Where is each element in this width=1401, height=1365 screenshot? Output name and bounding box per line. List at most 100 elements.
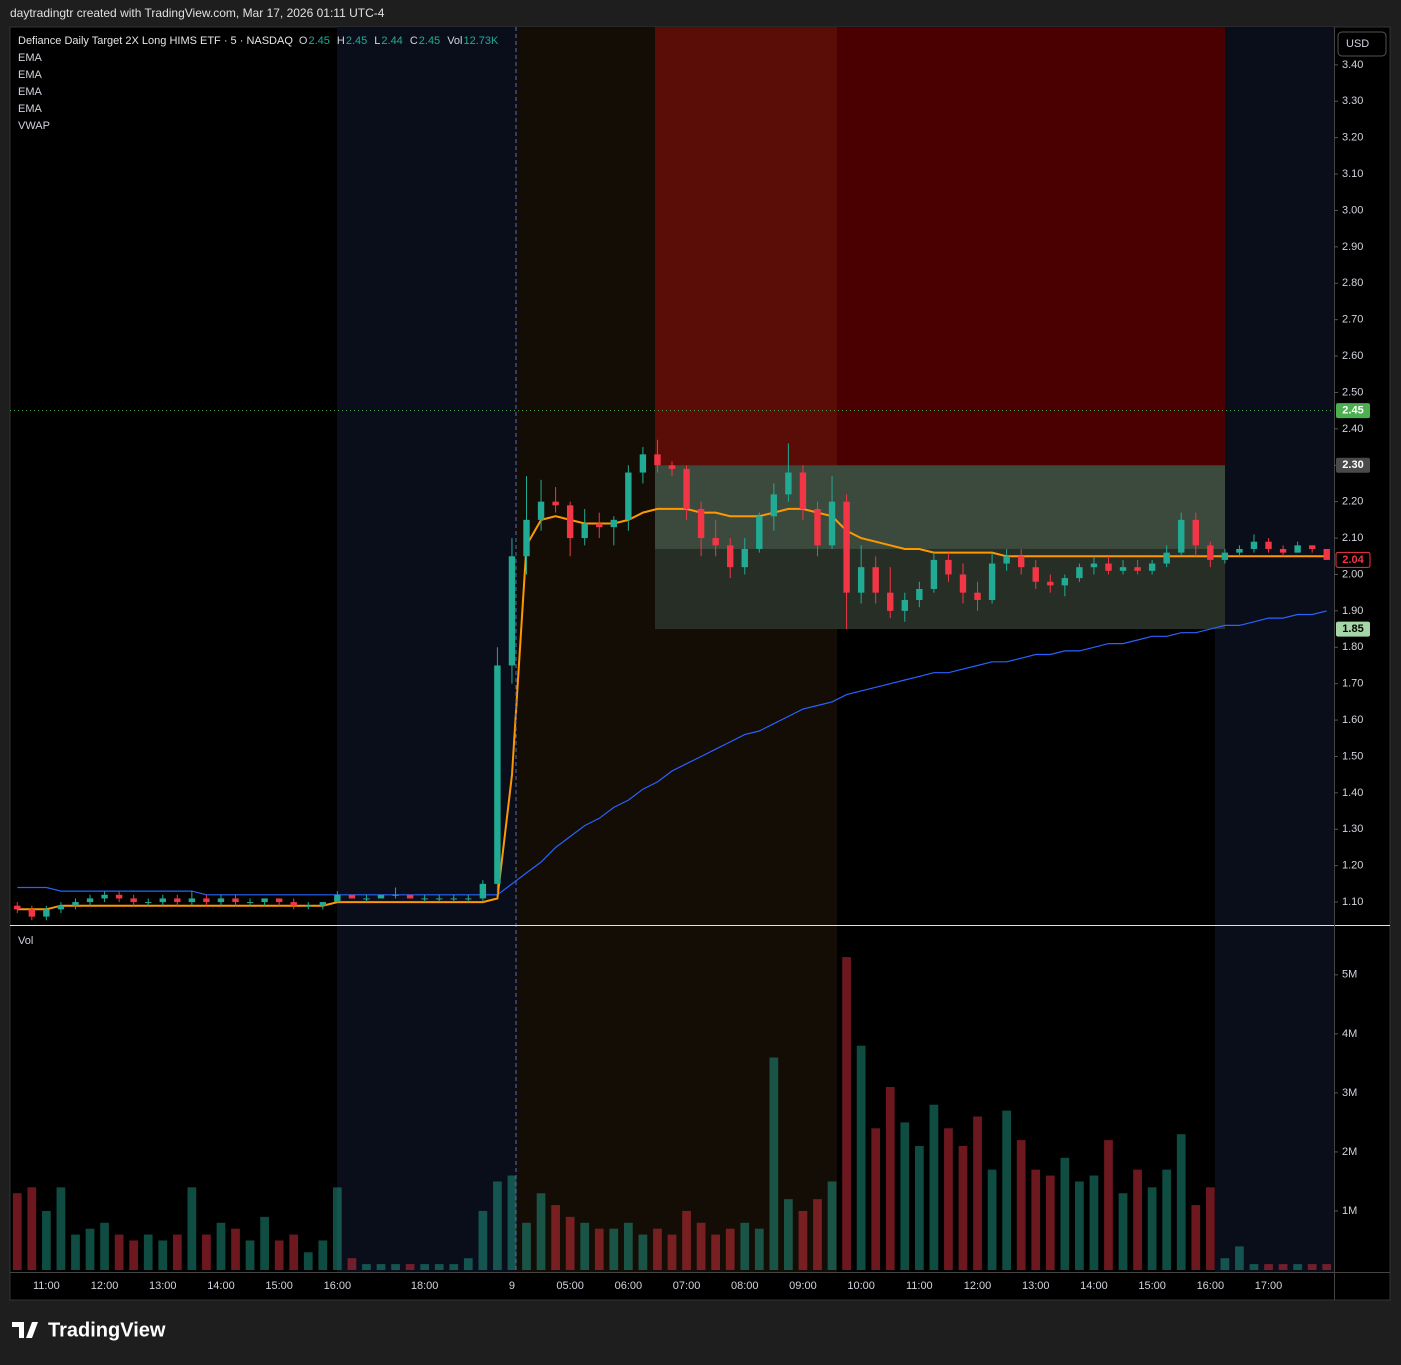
candle-body bbox=[363, 898, 370, 900]
y-tick-label: 3M bbox=[1342, 1087, 1357, 1099]
candle-body bbox=[1134, 567, 1141, 571]
candle-body bbox=[14, 905, 21, 910]
candle-body bbox=[57, 905, 65, 910]
candle-body bbox=[465, 898, 472, 900]
candle-body bbox=[508, 556, 516, 666]
y-tick-label: 3.00 bbox=[1342, 204, 1363, 216]
y-tick-label: 2.50 bbox=[1342, 386, 1363, 398]
y-tick-label: 1.40 bbox=[1342, 787, 1363, 799]
x-tick-label: 11:00 bbox=[33, 1280, 60, 1292]
target-zone-upper bbox=[655, 465, 1225, 549]
candle-body bbox=[974, 592, 981, 600]
header: daytradingtr created with TradingView.co… bbox=[10, 6, 385, 20]
volume-bar bbox=[478, 1210, 488, 1270]
session-post bbox=[337, 27, 516, 1272]
volume-bar bbox=[318, 1240, 328, 1270]
volume-bar bbox=[1147, 1187, 1157, 1270]
candle-body bbox=[1105, 563, 1112, 571]
candle-body bbox=[348, 894, 356, 899]
volume-bar bbox=[158, 1240, 168, 1270]
y-tick-label: 1.90 bbox=[1342, 605, 1363, 617]
x-tick-label: 17:00 bbox=[1255, 1280, 1283, 1292]
y-tick-label: 3.40 bbox=[1342, 59, 1363, 71]
indicator-name: EMA bbox=[18, 69, 43, 81]
candle-body bbox=[625, 472, 632, 520]
y-tick-label: 3.20 bbox=[1342, 132, 1363, 144]
volume-bar bbox=[1293, 1264, 1302, 1270]
candle-body bbox=[28, 909, 36, 917]
volume-bar bbox=[245, 1240, 255, 1270]
candle-body bbox=[246, 902, 254, 904]
x-tick-label: 14:00 bbox=[207, 1280, 235, 1292]
volume-bar bbox=[856, 1045, 866, 1270]
candle-body bbox=[203, 898, 210, 903]
y-tick-label: 1.60 bbox=[1342, 714, 1363, 726]
y-tick-label: 3.30 bbox=[1342, 95, 1363, 107]
x-tick-label: 13:00 bbox=[1022, 1280, 1050, 1292]
candle-body bbox=[668, 465, 676, 469]
candle-body bbox=[566, 505, 574, 539]
candle-body bbox=[217, 898, 225, 903]
candle-body bbox=[1250, 541, 1258, 549]
legend-value: 2.45 bbox=[419, 35, 440, 47]
y-tick-label: 1M bbox=[1342, 1205, 1357, 1217]
volume-bar bbox=[42, 1210, 51, 1270]
candle-body bbox=[174, 898, 181, 903]
legend-value: 12.73K bbox=[463, 35, 499, 47]
candle-body bbox=[988, 563, 996, 600]
legend-key: O bbox=[299, 35, 308, 47]
candle-body bbox=[406, 894, 414, 899]
volume-bar bbox=[1249, 1264, 1259, 1270]
candle-body bbox=[1003, 556, 1010, 564]
candle-body bbox=[872, 567, 879, 593]
volume-bar bbox=[842, 957, 851, 1270]
y-tick-label: 4M bbox=[1342, 1028, 1357, 1040]
candle-body bbox=[1294, 545, 1301, 553]
volume-bar bbox=[187, 1187, 197, 1270]
volume-bar bbox=[172, 1234, 182, 1270]
candle-body bbox=[756, 516, 763, 549]
y-tick-label: 1.10 bbox=[1342, 896, 1363, 908]
volume-bar bbox=[536, 1193, 546, 1270]
volume-bar bbox=[725, 1228, 735, 1270]
candle-body bbox=[887, 592, 894, 611]
price-label: 2.04 bbox=[1342, 554, 1364, 566]
y-tick-label: 2.10 bbox=[1342, 532, 1363, 544]
candle-body bbox=[290, 902, 297, 906]
x-tick-label: 13:00 bbox=[149, 1280, 177, 1292]
price-label-box bbox=[1335, 551, 1371, 568]
candle-body bbox=[43, 909, 50, 917]
x-tick-label: 14:00 bbox=[1080, 1280, 1108, 1292]
candle-body bbox=[726, 545, 734, 568]
x-tick-label: 07:00 bbox=[673, 1280, 701, 1292]
volume-bar bbox=[522, 1222, 531, 1270]
volume-bar bbox=[1235, 1246, 1244, 1270]
volume-bar bbox=[434, 1264, 444, 1270]
y-tick-label: 5M bbox=[1342, 969, 1357, 981]
y-tick-label: 2.60 bbox=[1342, 350, 1363, 362]
volume-bar bbox=[449, 1264, 459, 1270]
currency-button[interactable] bbox=[1337, 31, 1387, 57]
volume-bar bbox=[740, 1222, 750, 1270]
price-label-box bbox=[1336, 621, 1370, 637]
candle-body bbox=[552, 501, 559, 506]
y-tick-label: 2.00 bbox=[1342, 568, 1363, 580]
candle-body bbox=[799, 472, 807, 509]
x-tick-label: 05:00 bbox=[556, 1280, 584, 1292]
candle-body bbox=[1090, 563, 1098, 568]
x-tick-label: 06:00 bbox=[615, 1280, 643, 1292]
volume-bar bbox=[1133, 1169, 1142, 1270]
x-tick-label: 09:00 bbox=[789, 1280, 817, 1292]
volume-bar bbox=[580, 1222, 590, 1270]
volume-bar bbox=[944, 1128, 953, 1270]
candle-body bbox=[1148, 563, 1156, 571]
volume-bar bbox=[711, 1234, 721, 1270]
volume-bar bbox=[973, 1116, 982, 1270]
candle-body bbox=[115, 894, 123, 899]
volume-bar bbox=[1104, 1140, 1113, 1270]
volume-bar bbox=[1075, 1181, 1084, 1270]
candle-body bbox=[639, 454, 647, 473]
volume-bar bbox=[871, 1128, 881, 1270]
